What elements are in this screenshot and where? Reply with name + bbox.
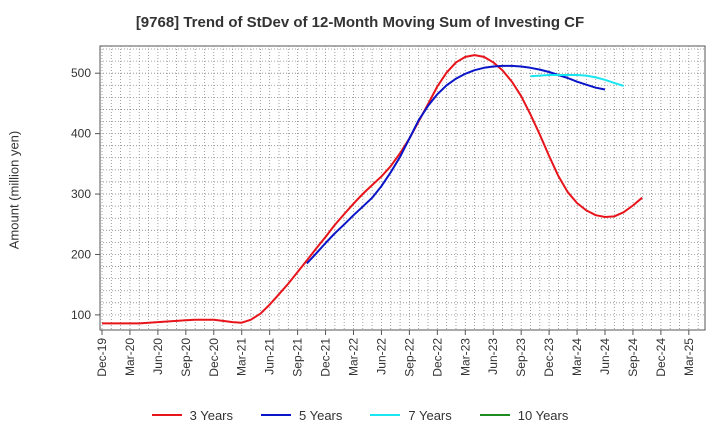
x-tick-label: Sep-22 [402, 338, 416, 377]
legend-label: 7 Years [408, 407, 452, 423]
legend-label: 5 Years [299, 407, 343, 423]
y-ticks: 100 200 300 400 500 [71, 66, 100, 322]
legend-item: 7 Years [370, 405, 452, 425]
x-tick-label: Jun-21 [263, 338, 277, 375]
x-tick-label: Mar-20 [123, 338, 137, 376]
x-tick-label: Sep-20 [179, 338, 193, 377]
y-tick-label: 200 [71, 247, 91, 261]
legend-label: 3 Years [189, 407, 233, 423]
x-tick-label: Dec-21 [319, 338, 333, 377]
y-tick-label: 100 [71, 308, 91, 322]
series-line-3-years [102, 54, 643, 325]
x-tick-label: Jun-24 [598, 338, 612, 375]
x-tick-label: Mar-22 [347, 338, 361, 376]
x-tick-label: Dec-24 [654, 338, 668, 377]
x-tick-label: Mar-23 [458, 338, 472, 376]
legend-swatch [370, 414, 401, 416]
x-tick-label: Jun-20 [151, 338, 165, 375]
chart-title: [9768] Trend of StDev of 12-Month Moving… [135, 14, 585, 31]
x-tick-label: Dec-19 [95, 338, 109, 377]
x-tick-label: Sep-21 [291, 338, 305, 377]
legend-item: 10 Years [479, 405, 569, 425]
x-tick-label: Mar-25 [682, 338, 696, 376]
x-tick-label: Sep-23 [514, 338, 528, 377]
y-tick-label: 400 [71, 127, 91, 141]
series-lines [102, 54, 643, 325]
x-tick-label: Mar-24 [570, 338, 584, 376]
x-tick-label: Dec-20 [207, 338, 221, 377]
legend-swatch [151, 414, 182, 416]
gridlines [100, 46, 705, 330]
y-tick-label: 300 [71, 187, 91, 201]
series-line-7-years [530, 74, 625, 87]
legend-item: 5 Years [261, 405, 342, 425]
x-tick-label: Jun-22 [374, 338, 388, 375]
legend-label: 10 Years [517, 407, 569, 423]
legend-item: 3 Years [151, 405, 233, 425]
x-tick-label: Dec-23 [542, 338, 556, 377]
legend: 3 Years 5 Years 7 Years 10 Years [0, 405, 720, 425]
plot-area [99, 45, 706, 331]
legend-swatch [261, 414, 291, 416]
x-tick-label: Dec-22 [430, 338, 444, 377]
x-ticks: Dec-19 Mar-20 Jun-20 Sep-20 Dec-20 Mar-21 Jun-… [95, 330, 696, 377]
x-tick-label: Mar-21 [235, 338, 249, 376]
legend-swatch [479, 414, 510, 416]
x-tick-label: Sep-24 [626, 338, 640, 377]
x-tick-label: Jun-23 [486, 338, 500, 375]
y-tick-label: 500 [71, 66, 91, 80]
